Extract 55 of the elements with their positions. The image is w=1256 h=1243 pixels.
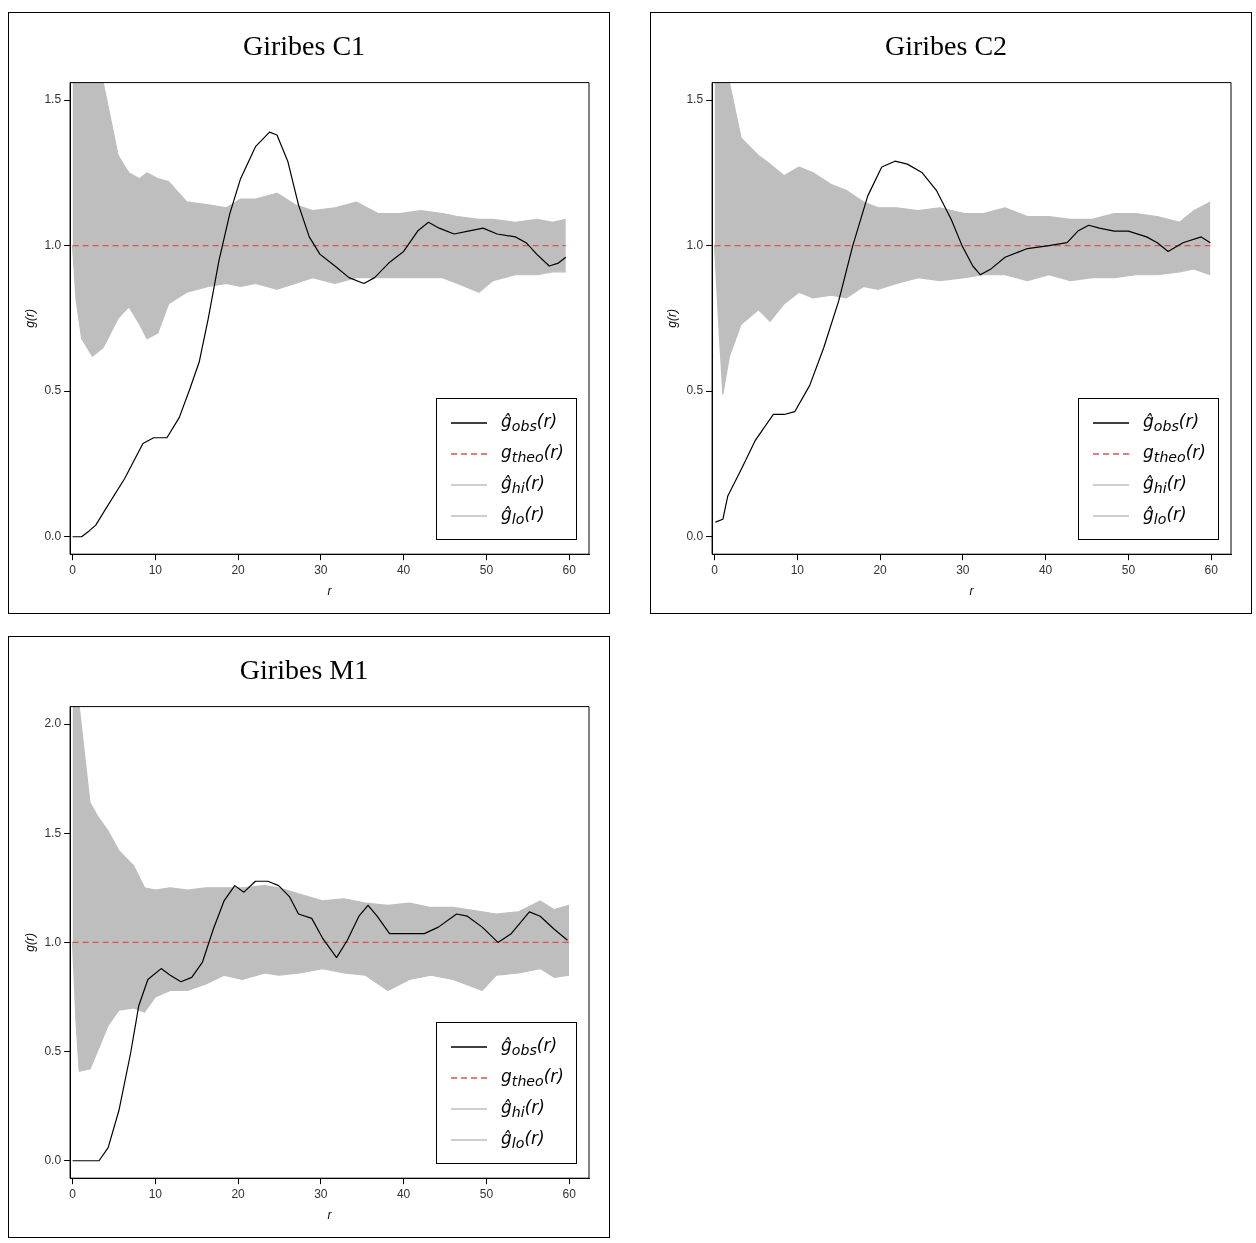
legend-label: ĝ$_{hi}$(r) [501,1097,545,1121]
x-tick-label: 20 [231,1186,246,1201]
x-tick-label: 0 [711,562,719,577]
legend-label: ĝ$_{hi}$(r) [1143,473,1187,497]
legend-label: ĝ$_{hi}$(r) [501,473,545,497]
x-tick-label: 30 [314,1186,328,1201]
y-tick-label: 0.5 [44,1043,62,1058]
y-tick-label: 1.0 [44,934,62,949]
y-tick-label: 1.5 [44,92,62,107]
x-tick-label: 50 [479,562,494,577]
x-tick-label: 60 [562,562,577,577]
x-tick-label: 30 [314,562,328,577]
y-tick-label: 1.0 [686,237,704,252]
y-tick-label: 1.5 [44,825,62,840]
y-tick-label: 1.0 [44,237,62,252]
y-axis-title: g(r) [22,309,37,328]
y-tick-label: 0.0 [44,1153,62,1168]
x-axis-title: r [327,1208,333,1223]
y-tick-label: 0.0 [686,529,704,544]
legend-label: ĝ$_{lo}$(r) [1143,504,1187,528]
x-tick-label: 20 [873,562,888,577]
x-tick-label: 10 [790,562,805,577]
legend-label: ĝ$_{obs}$(r) [501,1035,558,1059]
x-axis-title: r [327,584,333,599]
x-tick-label: 10 [148,1186,163,1201]
x-tick-label: 20 [231,562,246,577]
legend-label: ĝ$_{lo}$(r) [501,504,545,528]
x-tick-label: 0 [69,562,77,577]
y-tick-label: 2.0 [44,716,62,731]
y-tick-label: 0.5 [686,383,704,398]
legend-label: ĝ$_{lo}$(r) [501,1128,545,1152]
x-tick-label: 40 [396,1186,411,1201]
chart-title: Giribes M1 [239,654,369,686]
x-axis-title: r [969,584,975,599]
y-tick-label: 0.5 [44,383,62,398]
y-axis-title: g(r) [664,309,679,328]
legend-label: g$_{theo}$(r) [501,1066,564,1090]
x-tick-label: 40 [396,562,411,577]
legend-label: ĝ$_{obs}$(r) [501,411,558,435]
x-tick-label: 50 [479,1186,494,1201]
legend-label: g$_{theo}$(r) [1143,442,1206,466]
x-tick-label: 60 [562,1186,577,1201]
x-tick-label: 50 [1121,562,1136,577]
y-axis-title: g(r) [22,933,37,952]
legend-label: ĝ$_{obs}$(r) [1143,411,1200,435]
x-tick-label: 10 [148,562,163,577]
x-tick-label: 30 [956,562,970,577]
y-tick-label: 1.5 [686,92,704,107]
chart-title: Giribes C1 [242,30,366,62]
y-tick-label: 0.0 [44,529,62,544]
x-tick-label: 0 [69,1186,77,1201]
legend-label: g$_{theo}$(r) [501,442,564,466]
x-tick-label: 60 [1204,562,1219,577]
chart-title: Giribes C2 [884,30,1008,62]
x-tick-label: 40 [1038,562,1053,577]
